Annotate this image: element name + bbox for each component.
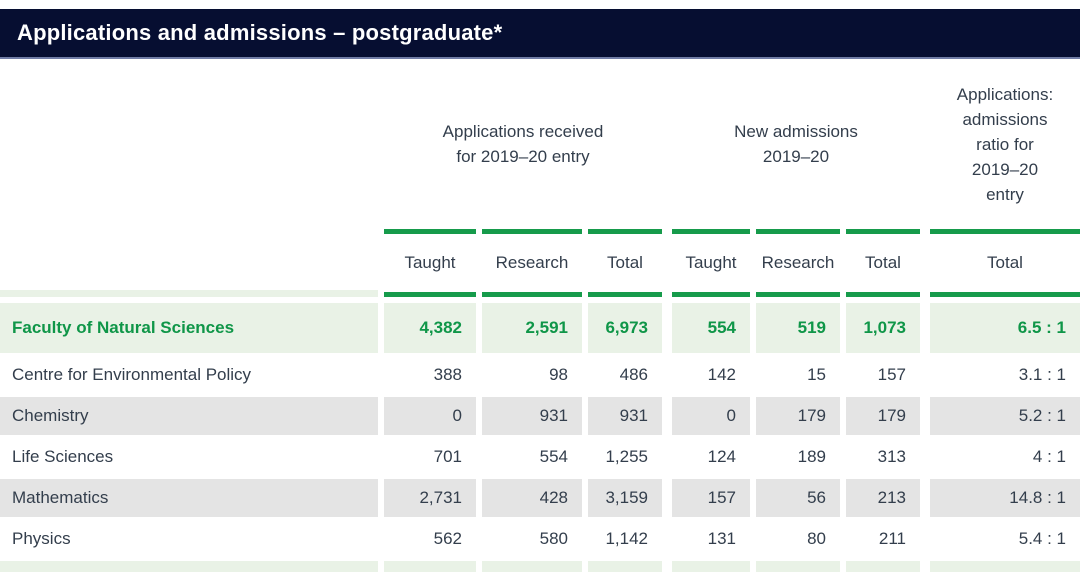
subheader-apps-taught: Taught <box>384 229 476 297</box>
cell-adm-research: 15 <box>807 365 826 384</box>
subheader-adm-research: Research <box>756 229 840 297</box>
cell-apps-taught: 4,382 <box>384 303 476 353</box>
cell-adm-total: 1,073 <box>846 303 920 353</box>
row-label: Chemistry <box>0 397 378 435</box>
cell-apps-total: 6,973 <box>588 303 662 353</box>
partial-cell <box>384 561 476 572</box>
table-header: Applications received for 2019–20 entry … <box>0 59 1080 297</box>
cell-adm-research: 189 <box>797 447 826 466</box>
cell-apps-taught: 562 <box>433 529 462 548</box>
col-group-applications-admissions-ratio: Applications: admissions ratio for 2019–… <box>956 84 1054 204</box>
table-body: Faculty of Natural Sciences 4,382 2,591 6,9… <box>0 303 1080 558</box>
table-row: Physics 562 580 1,142 131 80 211 5.4 : 1 <box>0 520 1080 558</box>
page-title: Applications and admissions – postgradua… <box>17 20 503 45</box>
cell-apps-research: 2,591 <box>482 303 582 353</box>
cell-adm-total: 213 <box>846 479 920 517</box>
subheader-adm-taught: Taught <box>672 229 750 297</box>
cell-apps-total: 931 <box>588 397 662 435</box>
cell-ratio-total: 14.8 : 1 <box>930 479 1080 517</box>
row-label: Centre for Environmental Policy <box>12 365 252 384</box>
row-label: Physics <box>12 529 71 548</box>
partial-cell <box>0 561 378 572</box>
table-row: Mathematics 2,731 428 3,159 157 56 213 14.8 : 1 <box>0 479 1080 517</box>
group-header-row: Applications received for 2019–20 entry … <box>0 59 1080 229</box>
cell-ratio-total: 5.4 : 1 <box>1018 529 1066 548</box>
cell-apps-research: 580 <box>539 529 568 548</box>
cell-adm-taught: 131 <box>707 529 736 548</box>
cell-adm-research: 80 <box>807 529 826 548</box>
cell-adm-research: 56 <box>756 479 840 517</box>
cell-ratio-total: 6.5 : 1 <box>930 303 1080 353</box>
cell-ratio-total: 4 : 1 <box>1032 447 1066 466</box>
subheader-adm-total: Total <box>846 229 920 297</box>
cell-adm-total: 179 <box>846 397 920 435</box>
cell-adm-total: 313 <box>877 447 906 466</box>
table-row: Chemistry 0 931 931 0 179 179 5.2 : 1 <box>0 397 1080 435</box>
cell-apps-taught: 701 <box>433 447 462 466</box>
cell-apps-research: 98 <box>549 365 568 384</box>
table-row: Life Sciences 701 554 1,255 124 189 313 4 : 1 <box>0 438 1080 476</box>
subheader-spacer <box>0 229 378 297</box>
row-label: Faculty of Natural Sciences <box>0 303 378 353</box>
cell-adm-taught: 124 <box>707 447 736 466</box>
cell-adm-research: 179 <box>756 397 840 435</box>
cell-apps-taught: 2,731 <box>384 479 476 517</box>
cell-apps-total: 486 <box>619 365 648 384</box>
subheader-apps-total: Total <box>588 229 662 297</box>
cell-apps-taught: 388 <box>433 365 462 384</box>
row-label: Mathematics <box>0 479 378 517</box>
cell-apps-research: 428 <box>482 479 582 517</box>
cell-ratio-total: 5.2 : 1 <box>930 397 1080 435</box>
col-group-applications-received: Applications received for 2019–20 entry <box>442 122 604 166</box>
row-label: Life Sciences <box>12 447 114 466</box>
col-group-new-admissions: New admissions 2019–20 <box>734 122 858 166</box>
partial-cell <box>930 561 1080 572</box>
cell-apps-research: 931 <box>482 397 582 435</box>
cell-apps-total: 3,159 <box>588 479 662 517</box>
table-row: Faculty of Natural Sciences 4,382 2,591 6,9… <box>0 303 1080 353</box>
cell-adm-total: 157 <box>877 365 906 384</box>
subheader-row: Taught Research Total Taught Research To… <box>0 229 1080 297</box>
title-bar: Applications and admissions – postgradua… <box>0 9 1080 59</box>
cell-apps-total: 1,142 <box>605 529 648 548</box>
cell-adm-taught: 0 <box>672 397 750 435</box>
cell-adm-taught: 554 <box>672 303 750 353</box>
table-row: Centre for Environmental Policy 388 98 486 1… <box>0 356 1080 394</box>
cell-adm-taught: 142 <box>707 365 736 384</box>
partial-cell <box>756 561 840 572</box>
top-margin <box>0 0 1080 9</box>
partial-cell <box>482 561 582 572</box>
partial-cell <box>588 561 662 572</box>
cell-apps-research: 554 <box>539 447 568 466</box>
cell-apps-total: 1,255 <box>605 447 648 466</box>
partial-cell <box>846 561 920 572</box>
subheader-apps-research: Research <box>482 229 582 297</box>
cell-apps-taught: 0 <box>384 397 476 435</box>
partial-next-row <box>0 561 1080 572</box>
subheader-ratio-total: Total <box>930 229 1080 297</box>
cell-adm-taught: 157 <box>672 479 750 517</box>
cell-ratio-total: 3.1 : 1 <box>1018 365 1066 384</box>
cell-adm-research: 519 <box>756 303 840 353</box>
partial-cell <box>672 561 750 572</box>
cell-adm-total: 211 <box>878 529 906 548</box>
